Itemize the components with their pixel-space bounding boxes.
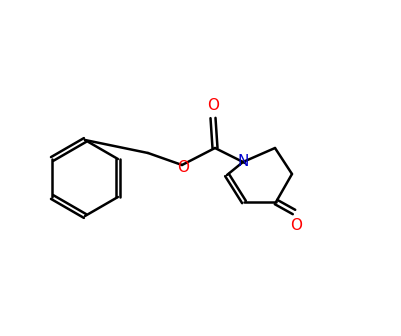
Text: O: O [177,160,189,174]
Text: O: O [207,98,219,113]
Text: N: N [237,154,249,168]
Text: O: O [290,218,302,233]
